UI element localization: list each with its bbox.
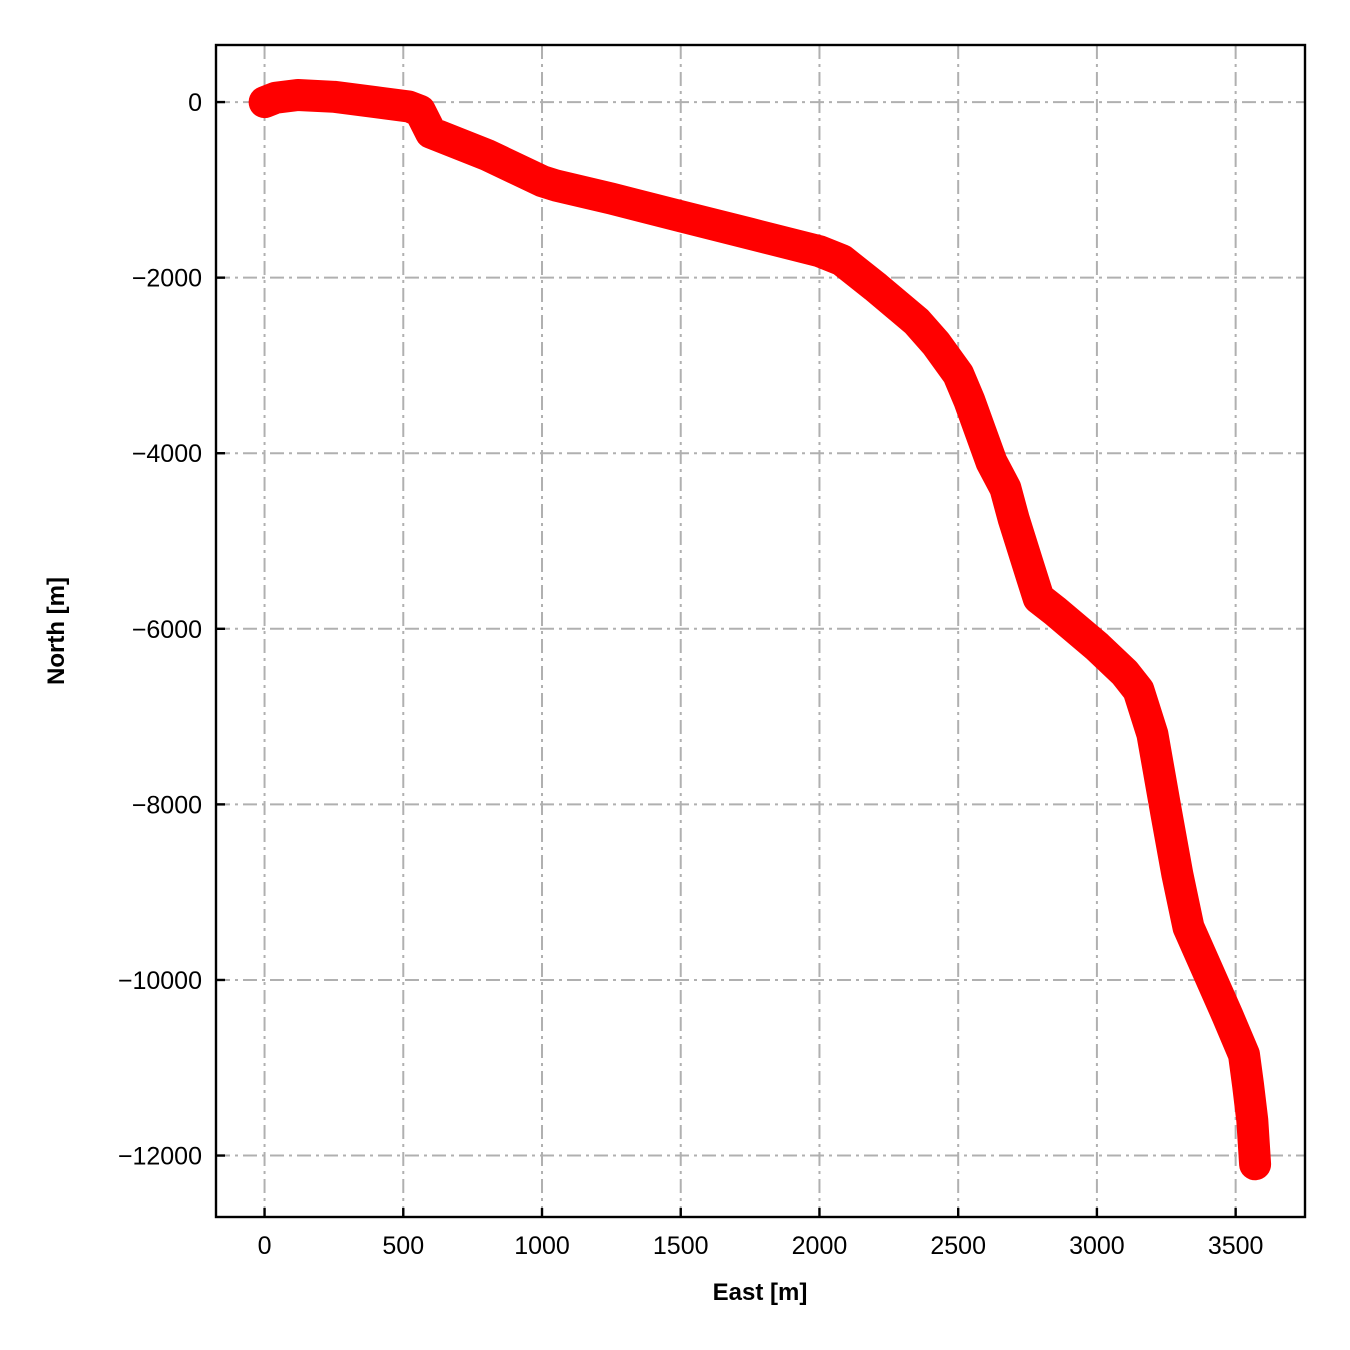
x-tick-label: 3000 xyxy=(1069,1232,1125,1260)
x-axis-label: East [m] xyxy=(713,1279,808,1306)
x-tick-label: 500 xyxy=(382,1232,424,1260)
x-tick-labels: 0 500 1000 1500 2000 2500 3000 3500 xyxy=(258,1232,1264,1260)
x-tick-label: 1500 xyxy=(653,1232,709,1260)
y-axis-label: North [m] xyxy=(43,577,70,685)
x-tick-label: 2000 xyxy=(792,1232,848,1260)
trajectory-line xyxy=(248,79,1272,1181)
y-tick-labels: 0 −2000 −4000 −6000 −8000 −10000 −12000 xyxy=(118,89,202,1170)
x-tick-label: 2500 xyxy=(930,1232,986,1260)
x-tick-label: 0 xyxy=(258,1232,272,1260)
plot-area xyxy=(248,79,1272,1181)
tick-marks xyxy=(216,100,1237,1217)
y-tick-label: −8000 xyxy=(132,791,202,819)
plot-frame xyxy=(214,43,1307,1219)
series-layer xyxy=(248,79,1272,1181)
x-tick-label: 3500 xyxy=(1208,1232,1264,1260)
x-tick-label: 1000 xyxy=(514,1232,570,1260)
y-tick-label: −2000 xyxy=(132,265,202,293)
y-tick-label: 0 xyxy=(188,89,202,117)
y-tick-label: −6000 xyxy=(132,616,202,644)
y-tick-label: −12000 xyxy=(118,1143,202,1171)
y-tick-label: −10000 xyxy=(118,967,202,995)
y-tick-label: −4000 xyxy=(132,440,202,468)
